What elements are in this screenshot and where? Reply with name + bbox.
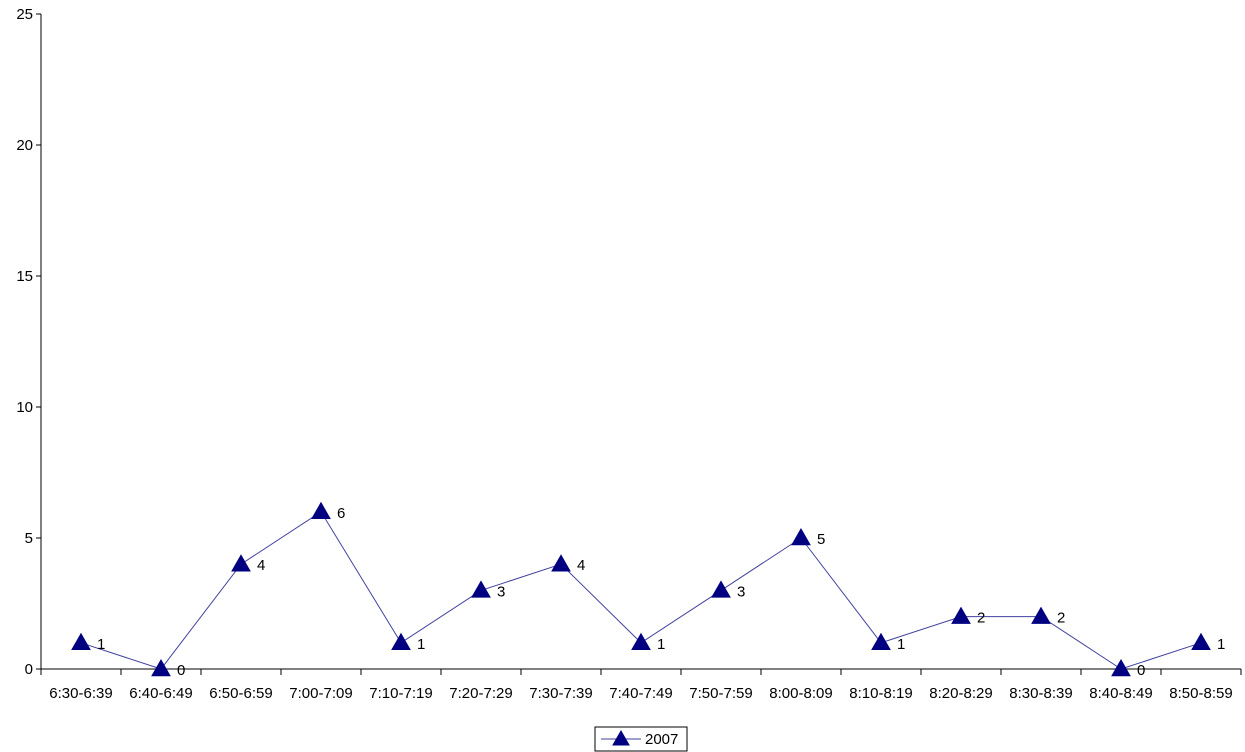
data-point-marker: [951, 606, 971, 624]
y-tick-label: 0: [25, 661, 33, 678]
data-point-marker: [551, 554, 571, 572]
data-point-marker: [871, 632, 891, 651]
data-label: 2: [1057, 610, 1065, 627]
x-tick-label: 7:20-7:29: [449, 685, 512, 702]
legend-label: 2007: [645, 731, 678, 748]
legend: 2007: [594, 726, 688, 752]
x-axis-ticks: 6:30-6:39 6:40-6:49 6:50-6:59 7:00-7:09 7:10…: [40, 669, 1242, 702]
x-tick-label: 6:40-6:49: [129, 685, 192, 702]
x-tick-label: 8:40-8:49: [1089, 685, 1152, 702]
data-label: 1: [897, 636, 905, 653]
data-label: 0: [1137, 662, 1145, 679]
x-tick-label: 7:40-7:49: [609, 685, 672, 702]
x-tick-label: 6:30-6:39: [49, 685, 112, 702]
data-point-marker: [151, 658, 171, 677]
y-tick-label: 20: [16, 137, 33, 154]
data-label: 4: [577, 557, 585, 574]
data-point-marker: [231, 554, 251, 572]
data-label: 4: [257, 557, 265, 574]
y-tick-label: 15: [16, 268, 33, 285]
data-point-marker: [1031, 606, 1051, 624]
data-point-marker: [471, 580, 491, 598]
data-label: 1: [657, 636, 665, 653]
data-label: 6: [337, 505, 345, 522]
x-tick-label: 7:00-7:09: [289, 685, 352, 702]
data-label: 0: [177, 662, 185, 679]
data-point-marker: [1111, 658, 1131, 677]
y-axis-ticks: 0 5 10 15 20 25: [16, 6, 41, 678]
data-point-marker: [1191, 632, 1211, 651]
x-tick-label: 6:50-6:59: [209, 685, 272, 702]
data-label: 1: [97, 636, 105, 653]
data-label: 1: [1217, 636, 1225, 653]
x-tick-label: 8:50-8:59: [1169, 685, 1232, 702]
x-tick-label: 8:20-8:29: [929, 685, 992, 702]
x-tick-label: 7:50-7:59: [689, 685, 752, 702]
data-label: 1: [417, 636, 425, 653]
data-point-marker: [311, 501, 331, 520]
chart-axes: [40, 14, 1241, 670]
y-tick-label: 10: [16, 399, 33, 416]
data-point-marker: [71, 632, 91, 651]
x-tick-label: 7:30-7:39: [529, 685, 592, 702]
y-tick-label: 5: [25, 530, 33, 547]
data-label: 3: [497, 583, 505, 600]
data-point-marker: [631, 632, 651, 651]
data-label: 3: [737, 583, 745, 600]
x-tick-label: 7:10-7:19: [369, 685, 432, 702]
y-tick-label: 25: [16, 6, 33, 23]
x-tick-label: 8:00-8:09: [769, 685, 832, 702]
data-point-marker: [391, 632, 411, 651]
x-tick-label: 8:10-8:19: [849, 685, 912, 702]
x-tick-label: 8:30-8:39: [1009, 685, 1072, 702]
legend-marker: [612, 729, 630, 746]
data-point-marker: [791, 527, 811, 546]
data-point-marker: [711, 580, 731, 598]
data-label: 2: [977, 610, 985, 627]
data-label: 5: [817, 531, 825, 548]
series-group: 1 0 4 6 1 3 4 1 3 5 1 2 2 0 1: [71, 501, 1225, 679]
